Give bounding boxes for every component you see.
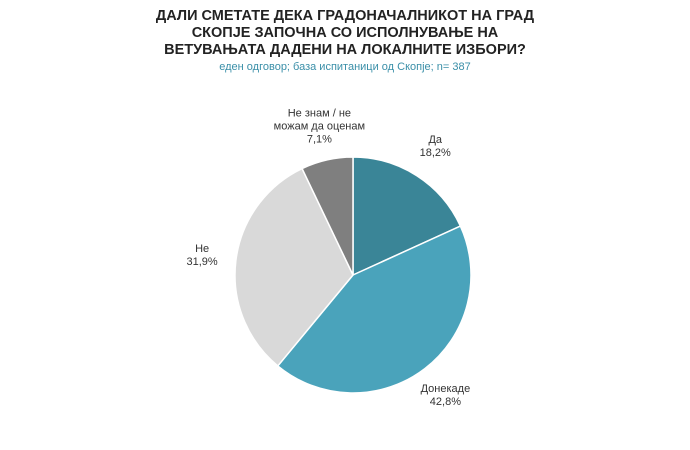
value-label: 18,2% [419, 147, 451, 160]
category-label: Не [195, 243, 210, 256]
chart-subtitle: еден одговор; база испитаници од Скопје;… [219, 61, 471, 73]
category-label: Не знам / не можам да оценам [273, 107, 366, 133]
category-label: Да [428, 134, 443, 147]
pie-slice [276, 225, 472, 394]
value-label: 7,1% [306, 133, 332, 146]
chart-title: ДАЛИ СМЕТАТЕ ДЕКА ГРАДОНАЧАЛНИКОТ НА ГРА… [155, 8, 535, 58]
pie-slice [301, 156, 354, 276]
category-label: Донекаде [420, 382, 471, 395]
value-label: 42,8% [429, 395, 461, 408]
slice-label: Донекаде 42,8% [397, 383, 493, 409]
slice-label: Не знам / не можам да оценам 7,1% [271, 107, 367, 146]
pie-slice [234, 167, 354, 367]
value-label: 31,9% [186, 256, 218, 269]
slice-label: Не 31,9% [154, 243, 250, 269]
slice-label: Да 18,2% [387, 134, 483, 160]
pie-slice [352, 156, 462, 277]
